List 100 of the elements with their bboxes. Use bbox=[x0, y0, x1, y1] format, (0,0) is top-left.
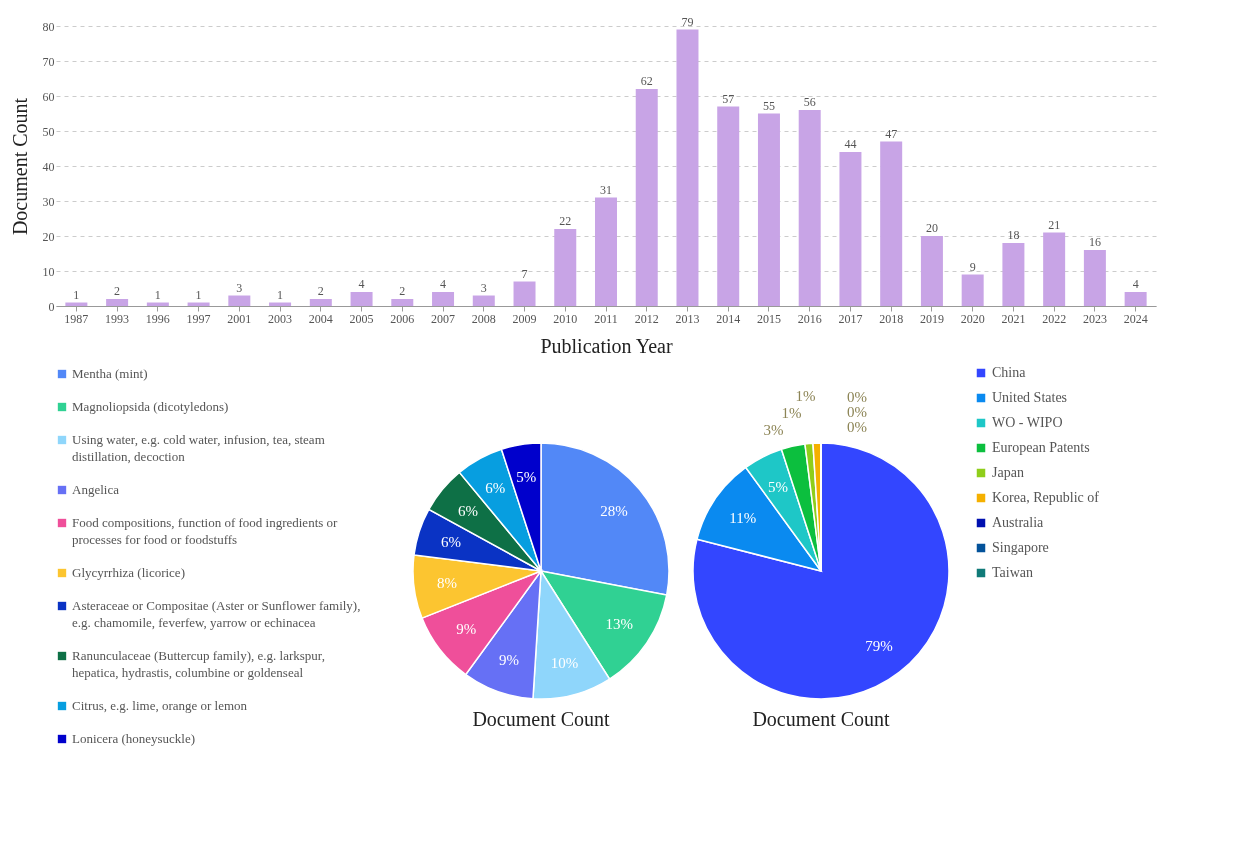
bar bbox=[554, 229, 577, 306]
data-label: 44 bbox=[844, 137, 857, 151]
legend-label: European Patents bbox=[992, 440, 1090, 455]
x-tick-label: 2014 bbox=[716, 311, 741, 326]
x-tick-label: 1996 bbox=[145, 311, 170, 326]
x-tick-label: 2009 bbox=[512, 311, 537, 326]
data-label: 56 bbox=[803, 95, 816, 109]
data-label: 5% bbox=[768, 478, 788, 495]
x-tick-label: 1987 bbox=[64, 311, 89, 326]
legend-label: Food compositions, function of food ingredients or processes for food or foodstuffs bbox=[72, 515, 339, 547]
data-label: 10% bbox=[550, 654, 579, 671]
legend-label: Ranunculaceae (Buttercup family), e.g. larkspur, hepatica, hydrastis, columbine or goldenseal bbox=[72, 648, 325, 680]
data-label: 9 bbox=[969, 259, 976, 274]
bar bbox=[432, 292, 455, 306]
data-label: 57 bbox=[722, 91, 735, 106]
legend-label: Glycyrrhiza (licorice) bbox=[72, 565, 185, 580]
x-tick-label: 1997 bbox=[186, 311, 211, 326]
bar bbox=[472, 295, 495, 306]
x-tick-label: 2019 bbox=[919, 311, 944, 326]
data-label: 1% bbox=[781, 405, 802, 422]
x-tick-label: 2012 bbox=[634, 311, 659, 326]
data-label: 6% bbox=[485, 480, 506, 496]
y-tick-label: 50 bbox=[42, 124, 55, 139]
legend-label: China bbox=[992, 365, 1027, 380]
data-label: 2 bbox=[114, 284, 121, 298]
x-tick-label: 2013 bbox=[675, 311, 700, 326]
bar bbox=[961, 274, 984, 306]
x-tick-label: 2011 bbox=[594, 311, 618, 326]
bar bbox=[839, 152, 862, 306]
bar bbox=[920, 236, 943, 306]
data-label: 21 bbox=[1048, 217, 1061, 232]
data-label: 1 bbox=[154, 287, 161, 302]
x-tick-label: 2023 bbox=[1082, 311, 1107, 326]
bar bbox=[1083, 250, 1106, 306]
data-label: 22 bbox=[559, 214, 572, 228]
data-label: 5% bbox=[516, 469, 537, 486]
bar bbox=[228, 295, 251, 306]
text: Document Count bbox=[752, 708, 891, 730]
x-tick-label: 2008 bbox=[471, 311, 496, 326]
y-tick-label: 70 bbox=[42, 54, 55, 69]
y-tick-label: 80 bbox=[42, 19, 55, 34]
x-tick-label: 2010 bbox=[553, 311, 578, 326]
bar bbox=[1043, 232, 1066, 306]
data-label: 28% bbox=[600, 502, 628, 519]
data-label: 7 bbox=[521, 266, 528, 281]
data-label: 79% bbox=[865, 637, 893, 654]
data-label: 4 bbox=[440, 277, 447, 291]
x-tick-label: 2004 bbox=[308, 311, 333, 326]
y-tick-label: 60 bbox=[42, 89, 55, 104]
data-label: 6% bbox=[458, 502, 479, 519]
legend-label: United States bbox=[992, 390, 1068, 405]
legend-label: Asteraceae or Compositae (Aster or Sunflower family), e.g. chamomile, feverfew, yarrow or echinacea bbox=[72, 598, 361, 630]
x-axis-title: Publication Year bbox=[540, 334, 673, 357]
x-tick-label: 2024 bbox=[1123, 311, 1148, 326]
data-label: 55 bbox=[762, 98, 775, 113]
bar bbox=[513, 281, 536, 306]
data-label: 20 bbox=[925, 221, 938, 235]
y-tick-label: 40 bbox=[42, 159, 55, 174]
data-label: 31 bbox=[600, 182, 612, 197]
legend-label: Japan bbox=[992, 465, 1024, 480]
y-axis-title: Document Count bbox=[8, 97, 31, 236]
data-label: 18 bbox=[1007, 228, 1020, 242]
data-label: 2 bbox=[317, 284, 324, 298]
legend-label: Mentha (mint) bbox=[72, 366, 148, 381]
bar bbox=[717, 106, 740, 306]
bar bbox=[350, 292, 373, 306]
legend-label: Singapore bbox=[992, 540, 1049, 555]
data-label: 1 bbox=[73, 287, 80, 302]
bar bbox=[1002, 243, 1025, 306]
data-label: 79 bbox=[681, 14, 694, 29]
legend-label: Angelica bbox=[72, 482, 120, 497]
legend-label: Using water, e.g. cold water, infusion, tea, steam distillation, decoction bbox=[72, 432, 325, 464]
bar bbox=[1124, 292, 1147, 306]
bar bbox=[595, 197, 617, 306]
data-label: 2 bbox=[399, 284, 406, 298]
text: 0% bbox=[847, 419, 867, 435]
legend-label: Lonicera (honeysuckle) bbox=[72, 731, 196, 746]
legend-label: Citrus, e.g. lime, orange or lemon bbox=[72, 698, 248, 713]
data-label: 3% bbox=[763, 422, 784, 439]
x-tick-label: 2017 bbox=[838, 311, 863, 326]
x-tick-label: 2022 bbox=[1042, 311, 1067, 326]
data-label: 4 bbox=[1132, 277, 1139, 291]
y-tick-label: 20 bbox=[42, 229, 55, 244]
legend-label: Australia bbox=[992, 515, 1045, 530]
data-label: 9% bbox=[498, 652, 519, 669]
pie-slice bbox=[692, 442, 950, 700]
data-label: 8% bbox=[437, 574, 458, 591]
data-label: 13% bbox=[605, 616, 634, 633]
x-tick-label: 2021 bbox=[1001, 311, 1026, 326]
data-label: 4 bbox=[358, 277, 365, 291]
x-tick-label: 2006 bbox=[390, 311, 415, 326]
data-label: 11% bbox=[729, 509, 757, 526]
data-label: 47 bbox=[885, 126, 898, 141]
y-tick-label: 30 bbox=[42, 194, 55, 209]
bar bbox=[635, 89, 658, 306]
text: Document Count bbox=[472, 708, 611, 730]
data-label: 9% bbox=[456, 621, 477, 638]
data-label: 62 bbox=[640, 74, 653, 88]
legend-label: Magnoliopsida (dicotyledons) bbox=[72, 399, 229, 414]
data-label: 1% bbox=[795, 388, 816, 405]
